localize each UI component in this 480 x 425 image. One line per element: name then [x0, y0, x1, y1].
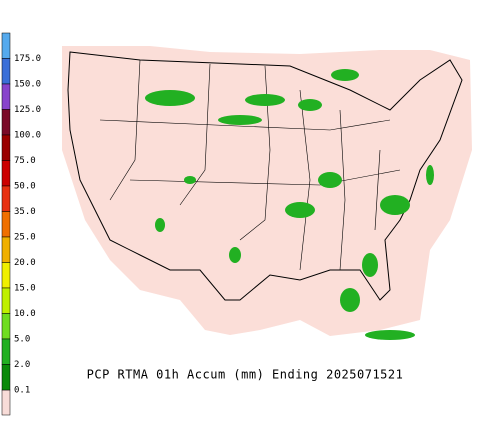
legend-swatch — [1, 185, 11, 212]
map-title: PCP RTMA 01h Accum (mm) Ending 202507152… — [87, 368, 404, 382]
legend-label: 2.0 — [14, 360, 30, 370]
legend-swatch — [1, 287, 11, 314]
legend-swatch — [1, 338, 11, 365]
legend-swatch — [1, 58, 11, 85]
legend-label: 15.0 — [14, 284, 36, 294]
legend-swatch — [1, 160, 11, 187]
country-outline — [67, 51, 463, 301]
color-legend: 175.0 150.0 125.0 100.0 75.0 50.0 35.0 25.0 20.0… — [1, 32, 41, 396]
legend-swatch — [1, 236, 11, 263]
legend-label: 35.0 — [14, 207, 36, 217]
legend-label: 5.0 — [14, 335, 30, 345]
legend-cap — [1, 389, 11, 416]
legend-swatch — [1, 134, 11, 161]
legend-label: 20.0 — [14, 258, 36, 268]
legend-label: 75.0 — [14, 156, 36, 166]
legend-label: 150.0 — [14, 80, 41, 90]
legend-label: 10.0 — [14, 309, 36, 319]
legend-swatch — [1, 83, 11, 110]
legend-swatch — [1, 109, 11, 136]
legend-swatch — [1, 262, 11, 289]
legend-swatch — [1, 364, 11, 391]
legend-label: 25.0 — [14, 233, 36, 243]
legend-label: 0.1 — [14, 386, 30, 396]
legend-label: 50.0 — [14, 182, 36, 192]
legend-swatch — [1, 211, 11, 238]
legend-swatch — [1, 32, 11, 59]
precipitation — [145, 69, 434, 340]
legend-label: 175.0 — [14, 54, 41, 64]
legend-label: 100.0 — [14, 131, 41, 141]
legend-label: 125.0 — [14, 105, 41, 115]
legend-swatch — [1, 313, 11, 340]
